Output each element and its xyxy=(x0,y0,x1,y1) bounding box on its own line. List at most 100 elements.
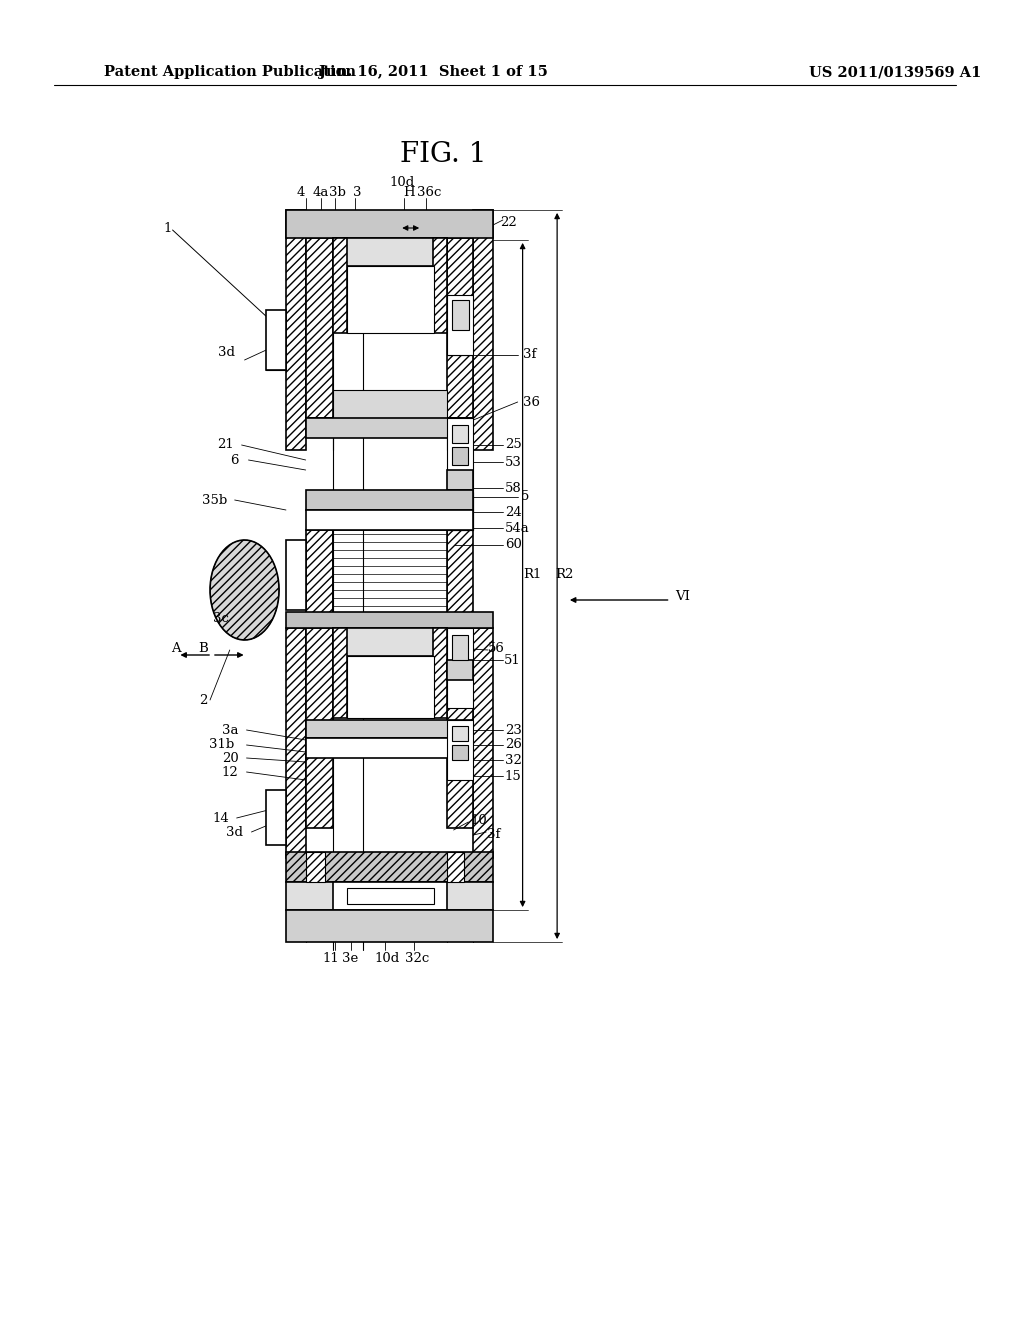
Bar xyxy=(347,267,434,333)
Text: 31b: 31b xyxy=(210,738,234,751)
Text: 3c: 3c xyxy=(213,611,228,624)
Bar xyxy=(446,531,473,620)
Text: 32: 32 xyxy=(505,754,522,767)
Text: 36: 36 xyxy=(522,396,540,408)
Bar xyxy=(286,210,306,450)
Bar xyxy=(452,726,468,741)
Text: 53: 53 xyxy=(505,455,522,469)
Text: 3f: 3f xyxy=(522,348,536,362)
Bar xyxy=(266,310,286,370)
Bar xyxy=(333,531,446,620)
Text: 2: 2 xyxy=(199,693,207,706)
Bar xyxy=(286,628,306,858)
Bar xyxy=(266,789,286,845)
Bar xyxy=(306,418,473,438)
Text: Patent Application Publication: Patent Application Publication xyxy=(103,65,355,79)
Bar xyxy=(306,531,333,620)
Bar xyxy=(286,851,493,882)
Text: R1: R1 xyxy=(523,569,542,582)
Text: 12: 12 xyxy=(222,766,239,779)
Bar xyxy=(452,447,468,465)
Text: 3f: 3f xyxy=(487,829,501,842)
Bar xyxy=(333,628,446,656)
Bar xyxy=(286,210,493,238)
Text: 21: 21 xyxy=(217,438,233,451)
Bar xyxy=(306,738,473,758)
Bar xyxy=(452,744,468,760)
Text: Jun. 16, 2011  Sheet 1 of 15: Jun. 16, 2011 Sheet 1 of 15 xyxy=(319,65,548,79)
Text: 51: 51 xyxy=(504,653,520,667)
Text: H: H xyxy=(403,186,415,198)
Text: 10d: 10d xyxy=(390,177,415,190)
Text: FIG. 1: FIG. 1 xyxy=(400,141,487,169)
Bar xyxy=(306,490,473,510)
Bar xyxy=(446,492,473,531)
Text: 23: 23 xyxy=(505,723,522,737)
Bar xyxy=(286,882,493,909)
Text: 56: 56 xyxy=(488,642,505,655)
Bar xyxy=(473,628,493,858)
Bar xyxy=(333,389,446,418)
Text: 3e: 3e xyxy=(342,952,358,965)
Text: 10: 10 xyxy=(470,813,487,826)
Bar xyxy=(446,660,473,680)
Bar xyxy=(446,294,473,355)
Text: 32c: 32c xyxy=(404,952,429,965)
Text: 36c: 36c xyxy=(417,186,441,198)
Text: 35b: 35b xyxy=(202,494,226,507)
Text: VI: VI xyxy=(675,590,690,603)
Text: 1: 1 xyxy=(164,222,172,235)
Text: 58: 58 xyxy=(505,482,521,495)
Text: 10d: 10d xyxy=(375,952,400,965)
Bar xyxy=(306,510,473,531)
Text: 24: 24 xyxy=(505,506,521,519)
Text: B: B xyxy=(199,642,208,655)
Text: 20: 20 xyxy=(222,751,239,764)
Text: 60: 60 xyxy=(505,539,522,552)
Bar xyxy=(333,628,347,718)
Text: 15: 15 xyxy=(505,770,521,783)
Bar xyxy=(473,210,493,450)
Text: R2: R2 xyxy=(555,569,573,582)
Text: 3d: 3d xyxy=(218,346,234,359)
Text: 4a: 4a xyxy=(312,186,329,198)
Text: A: A xyxy=(171,642,180,655)
Bar xyxy=(347,656,434,718)
Text: 14: 14 xyxy=(212,812,228,825)
Bar xyxy=(333,238,446,267)
Bar xyxy=(306,851,326,882)
Bar xyxy=(286,612,493,628)
Bar xyxy=(433,238,446,333)
Text: 11: 11 xyxy=(322,952,339,965)
Text: 6: 6 xyxy=(230,454,239,466)
Bar xyxy=(446,628,473,828)
Bar xyxy=(446,418,473,531)
Bar xyxy=(347,888,434,904)
Bar xyxy=(446,470,473,490)
Bar xyxy=(446,719,473,780)
Text: US 2011/0139569 A1: US 2011/0139569 A1 xyxy=(809,65,981,79)
Text: 22: 22 xyxy=(501,215,517,228)
Bar xyxy=(286,540,306,610)
Text: 3b: 3b xyxy=(329,186,346,198)
Bar xyxy=(286,909,493,942)
Bar xyxy=(333,882,446,909)
Bar xyxy=(452,635,468,660)
Polygon shape xyxy=(210,540,280,640)
Bar xyxy=(452,300,469,330)
Text: 3d: 3d xyxy=(225,825,243,838)
Bar xyxy=(433,628,446,718)
Bar xyxy=(306,238,333,418)
Text: 3a: 3a xyxy=(222,723,239,737)
Text: 4: 4 xyxy=(297,186,305,198)
Bar xyxy=(446,628,473,708)
Text: 3: 3 xyxy=(352,186,361,198)
Text: 5: 5 xyxy=(520,491,529,503)
Bar xyxy=(306,628,333,828)
Bar xyxy=(306,719,473,738)
Text: 26: 26 xyxy=(505,738,522,751)
Bar xyxy=(446,851,465,882)
Bar xyxy=(452,425,468,444)
Text: 25: 25 xyxy=(505,438,521,451)
Bar xyxy=(333,238,347,333)
